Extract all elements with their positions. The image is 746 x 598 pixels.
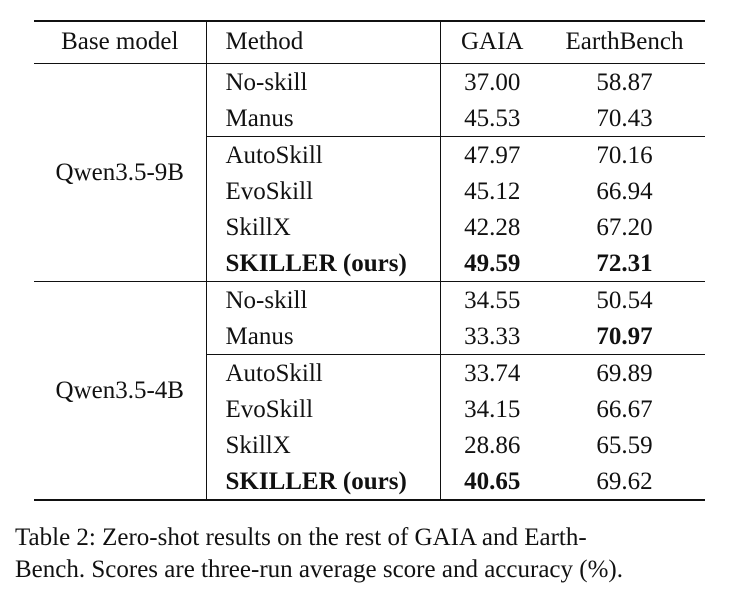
- earthbench-cell: 50.54: [596, 286, 653, 314]
- header-base-model: Base model: [34, 21, 207, 64]
- earthbench-cell: 70.97: [596, 322, 653, 350]
- header-method: Method: [206, 21, 441, 64]
- table-row: Qwen3.5-9B No-skill 37.00 58.87: [34, 63, 705, 282]
- gaia-cell: 34.55: [464, 286, 521, 314]
- table-row: AutoSkill 47.97 70.16: [34, 136, 705, 173]
- method-cell: SKILLER (ours): [206, 463, 441, 500]
- gaia-cell: 34.15: [464, 395, 521, 423]
- earthbench-cell: 70.16: [544, 136, 705, 173]
- gaia-cell: 37.00: [464, 68, 521, 96]
- method-cell: No-skill: [206, 63, 441, 100]
- earthbench-cell: 72.31: [596, 249, 653, 277]
- table-row: Qwen3.5-4B No-skill 34.55 50.54: [34, 281, 705, 501]
- method-cell: EvoSkill: [206, 173, 441, 209]
- gaia-cell: 33.33: [464, 322, 521, 350]
- results-table: Base model Method GAIA EarthBench Qwen3.…: [34, 20, 705, 501]
- method-cell: No-skill: [206, 281, 441, 318]
- header-earthbench: EarthBench: [565, 28, 684, 55]
- gaia-cell: 42.28: [464, 213, 521, 241]
- earthbench-cell: 70.43: [596, 104, 653, 132]
- table-row: SKILLER (ours) 49.59 72.31: [34, 245, 705, 282]
- table-row: EvoSkill 34.15 66.67: [34, 391, 705, 427]
- table-row: SKILLER (ours) 40.65 69.62: [34, 463, 705, 500]
- base-model-cell: Qwen3.5-4B: [34, 281, 207, 501]
- method-cell: Manus: [206, 318, 441, 355]
- table-caption: Table 2: Zero-shot results on the rest o…: [15, 522, 731, 586]
- header-gaia: GAIA: [461, 28, 524, 55]
- earthbench-cell: 58.87: [596, 68, 653, 96]
- method-cell: Manus: [206, 100, 441, 137]
- earthbench-cell: 69.89: [544, 354, 705, 391]
- caption-line-1: Table 2: Zero-shot results on the rest o…: [15, 524, 587, 551]
- gaia-cell: 28.86: [464, 431, 521, 459]
- gaia-cell: 49.59: [464, 249, 521, 277]
- table-row: Manus 45.53 70.43: [34, 100, 705, 137]
- earthbench-cell: 65.59: [596, 431, 653, 459]
- method-cell: SkillX: [206, 427, 441, 463]
- earthbench-cell: 66.94: [596, 177, 653, 205]
- table-row: Manus 33.33 70.97: [34, 318, 705, 355]
- method-cell: AutoSkill: [206, 136, 441, 173]
- gaia-cell: 33.74: [440, 354, 544, 391]
- method-cell: SKILLER (ours): [206, 245, 441, 282]
- table-row: SkillX 42.28 67.20: [34, 209, 705, 245]
- method-cell: SkillX: [206, 209, 441, 245]
- gaia-cell: 47.97: [440, 136, 544, 173]
- method-cell: AutoSkill: [206, 354, 441, 391]
- earthbench-cell: 67.20: [596, 213, 653, 241]
- table-row: EvoSkill 45.12 66.94: [34, 173, 705, 209]
- base-model-cell: Qwen3.5-9B: [34, 63, 207, 282]
- earthbench-cell: 69.62: [596, 467, 653, 495]
- gaia-cell: 45.53: [464, 104, 521, 132]
- gaia-cell: 45.12: [464, 177, 521, 205]
- method-cell: EvoSkill: [206, 391, 441, 427]
- caption-line-2: Bench. Scores are three-run average scor…: [15, 556, 623, 583]
- results-table-container: Base model Method GAIA EarthBench Qwen3.…: [34, 20, 705, 501]
- table-row: SkillX 28.86 65.59: [34, 427, 705, 463]
- earthbench-cell: 66.67: [596, 395, 653, 423]
- gaia-cell: 40.65: [464, 467, 521, 495]
- header-row: Base model Method GAIA EarthBench: [34, 21, 705, 64]
- table-row: AutoSkill 33.74 69.89: [34, 354, 705, 391]
